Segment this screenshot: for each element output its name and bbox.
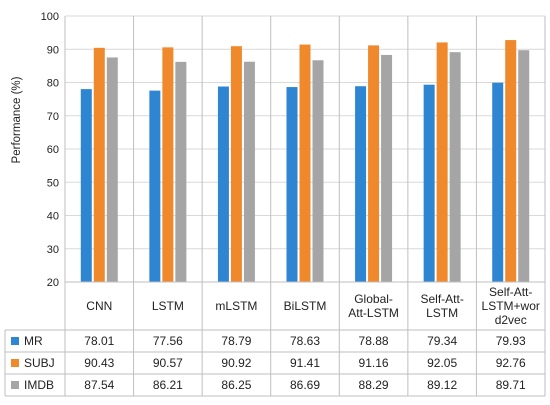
data-label-imdb-0: 87.54 [84, 378, 114, 392]
data-label-imdb-5: 89.12 [427, 378, 457, 392]
legend-swatch-imdb [11, 381, 19, 389]
data-label-mr-0: 78.01 [84, 334, 114, 348]
data-label-mr-6: 79.93 [496, 334, 526, 348]
legend-swatch-subj [11, 359, 19, 367]
bar-mr-0 [80, 89, 92, 282]
legend-label-mr: MR [24, 334, 43, 348]
category-label-6: Self-Att-LSTM+wor d2vec [482, 285, 540, 327]
category-label-0: CNN [86, 299, 112, 313]
data-label-subj-4: 91.16 [359, 356, 389, 370]
bar-subj-0 [93, 47, 105, 282]
bar-mr-2 [217, 86, 229, 282]
y-tick-label-90: 90 [47, 44, 59, 56]
y-axis-label: Performance (%) [11, 76, 23, 163]
category-label-2: mLSTM [215, 299, 257, 313]
bar-subj-5 [436, 42, 448, 283]
data-label-subj-6: 92.76 [496, 356, 526, 370]
bar-subj-6 [505, 40, 517, 282]
bar-imdb-0 [106, 57, 118, 282]
category-label-line: LSTM [152, 299, 184, 313]
y-tick-label-50: 50 [47, 177, 59, 189]
data-label-imdb-2: 86.25 [221, 378, 251, 392]
data-label-subj-5: 92.05 [427, 356, 457, 370]
category-label-line: Self-Att- [420, 292, 463, 306]
y-tick-label-40: 40 [47, 211, 59, 223]
y-tick-label-100: 100 [41, 11, 59, 23]
bar-imdb-4 [381, 54, 393, 283]
data-label-subj-0: 90.43 [84, 356, 114, 370]
data-label-mr-1: 77.56 [153, 334, 183, 348]
category-label-line: LSTM+wor [482, 299, 540, 313]
data-label-imdb-3: 86.69 [290, 378, 320, 392]
legend-label-imdb: IMDB [24, 378, 54, 392]
data-label-mr-3: 78.63 [290, 334, 320, 348]
y-tick-label-30: 30 [47, 244, 59, 256]
category-label-line: Att-LSTM [348, 306, 399, 320]
category-label-line: mLSTM [215, 299, 257, 313]
bar-mr-6 [492, 82, 504, 282]
data-label-mr-2: 78.79 [221, 334, 251, 348]
legend-label-subj: SUBJ [24, 356, 55, 370]
category-label-line: d2vec [495, 313, 527, 327]
category-label-4: Global-Att-LSTM [348, 292, 399, 320]
bar-subj-2 [230, 46, 242, 283]
y-tick-label-20: 20 [47, 277, 59, 289]
data-table: CNN LSTM mLSTM BiLSTM Global-Att-LSTM Self-At… [4, 281, 545, 397]
category-label-1: LSTM [152, 299, 184, 313]
bar-imdb-6 [518, 50, 530, 282]
data-label-imdb-6: 89.71 [496, 378, 526, 392]
bar-imdb-1 [175, 61, 187, 283]
data-label-mr-4: 78.88 [359, 334, 389, 348]
category-label-5: Self-Att-LSTM [420, 292, 463, 320]
data-label-mr-5: 79.34 [427, 334, 457, 348]
category-label-line: LSTM [426, 306, 458, 320]
bar-subj-3 [299, 44, 311, 282]
legend-swatch-mr [11, 337, 19, 345]
bar-imdb-5 [449, 52, 461, 283]
data-label-subj-1: 90.57 [153, 356, 183, 370]
y-tick-label-60: 60 [47, 144, 59, 156]
data-label-subj-3: 91.41 [290, 356, 320, 370]
category-label-line: Global- [354, 292, 393, 306]
bar-mr-5 [423, 84, 435, 282]
bar-subj-4 [368, 45, 380, 282]
category-label-line: CNN [86, 299, 112, 313]
bar-mr-3 [286, 87, 298, 282]
axes: 20 30 40 50 60 70 80 90 100 [41, 11, 59, 289]
category-label-line: BiLSTM [284, 299, 327, 313]
category-label-line: Self-Att- [489, 285, 532, 299]
bar-subj-1 [162, 47, 174, 282]
y-tick-label-80: 80 [47, 78, 59, 90]
bar-mr-1 [149, 90, 161, 282]
bar-imdb-3 [312, 60, 324, 282]
data-label-imdb-1: 86.21 [153, 378, 183, 392]
category-label-3: BiLSTM [284, 299, 327, 313]
data-label-imdb-4: 88.29 [359, 378, 389, 392]
y-tick-label-70: 70 [47, 111, 59, 123]
bars [80, 40, 530, 283]
bar-imdb-2 [243, 61, 255, 282]
data-label-subj-2: 90.92 [221, 356, 251, 370]
bar-mr-4 [355, 86, 367, 282]
